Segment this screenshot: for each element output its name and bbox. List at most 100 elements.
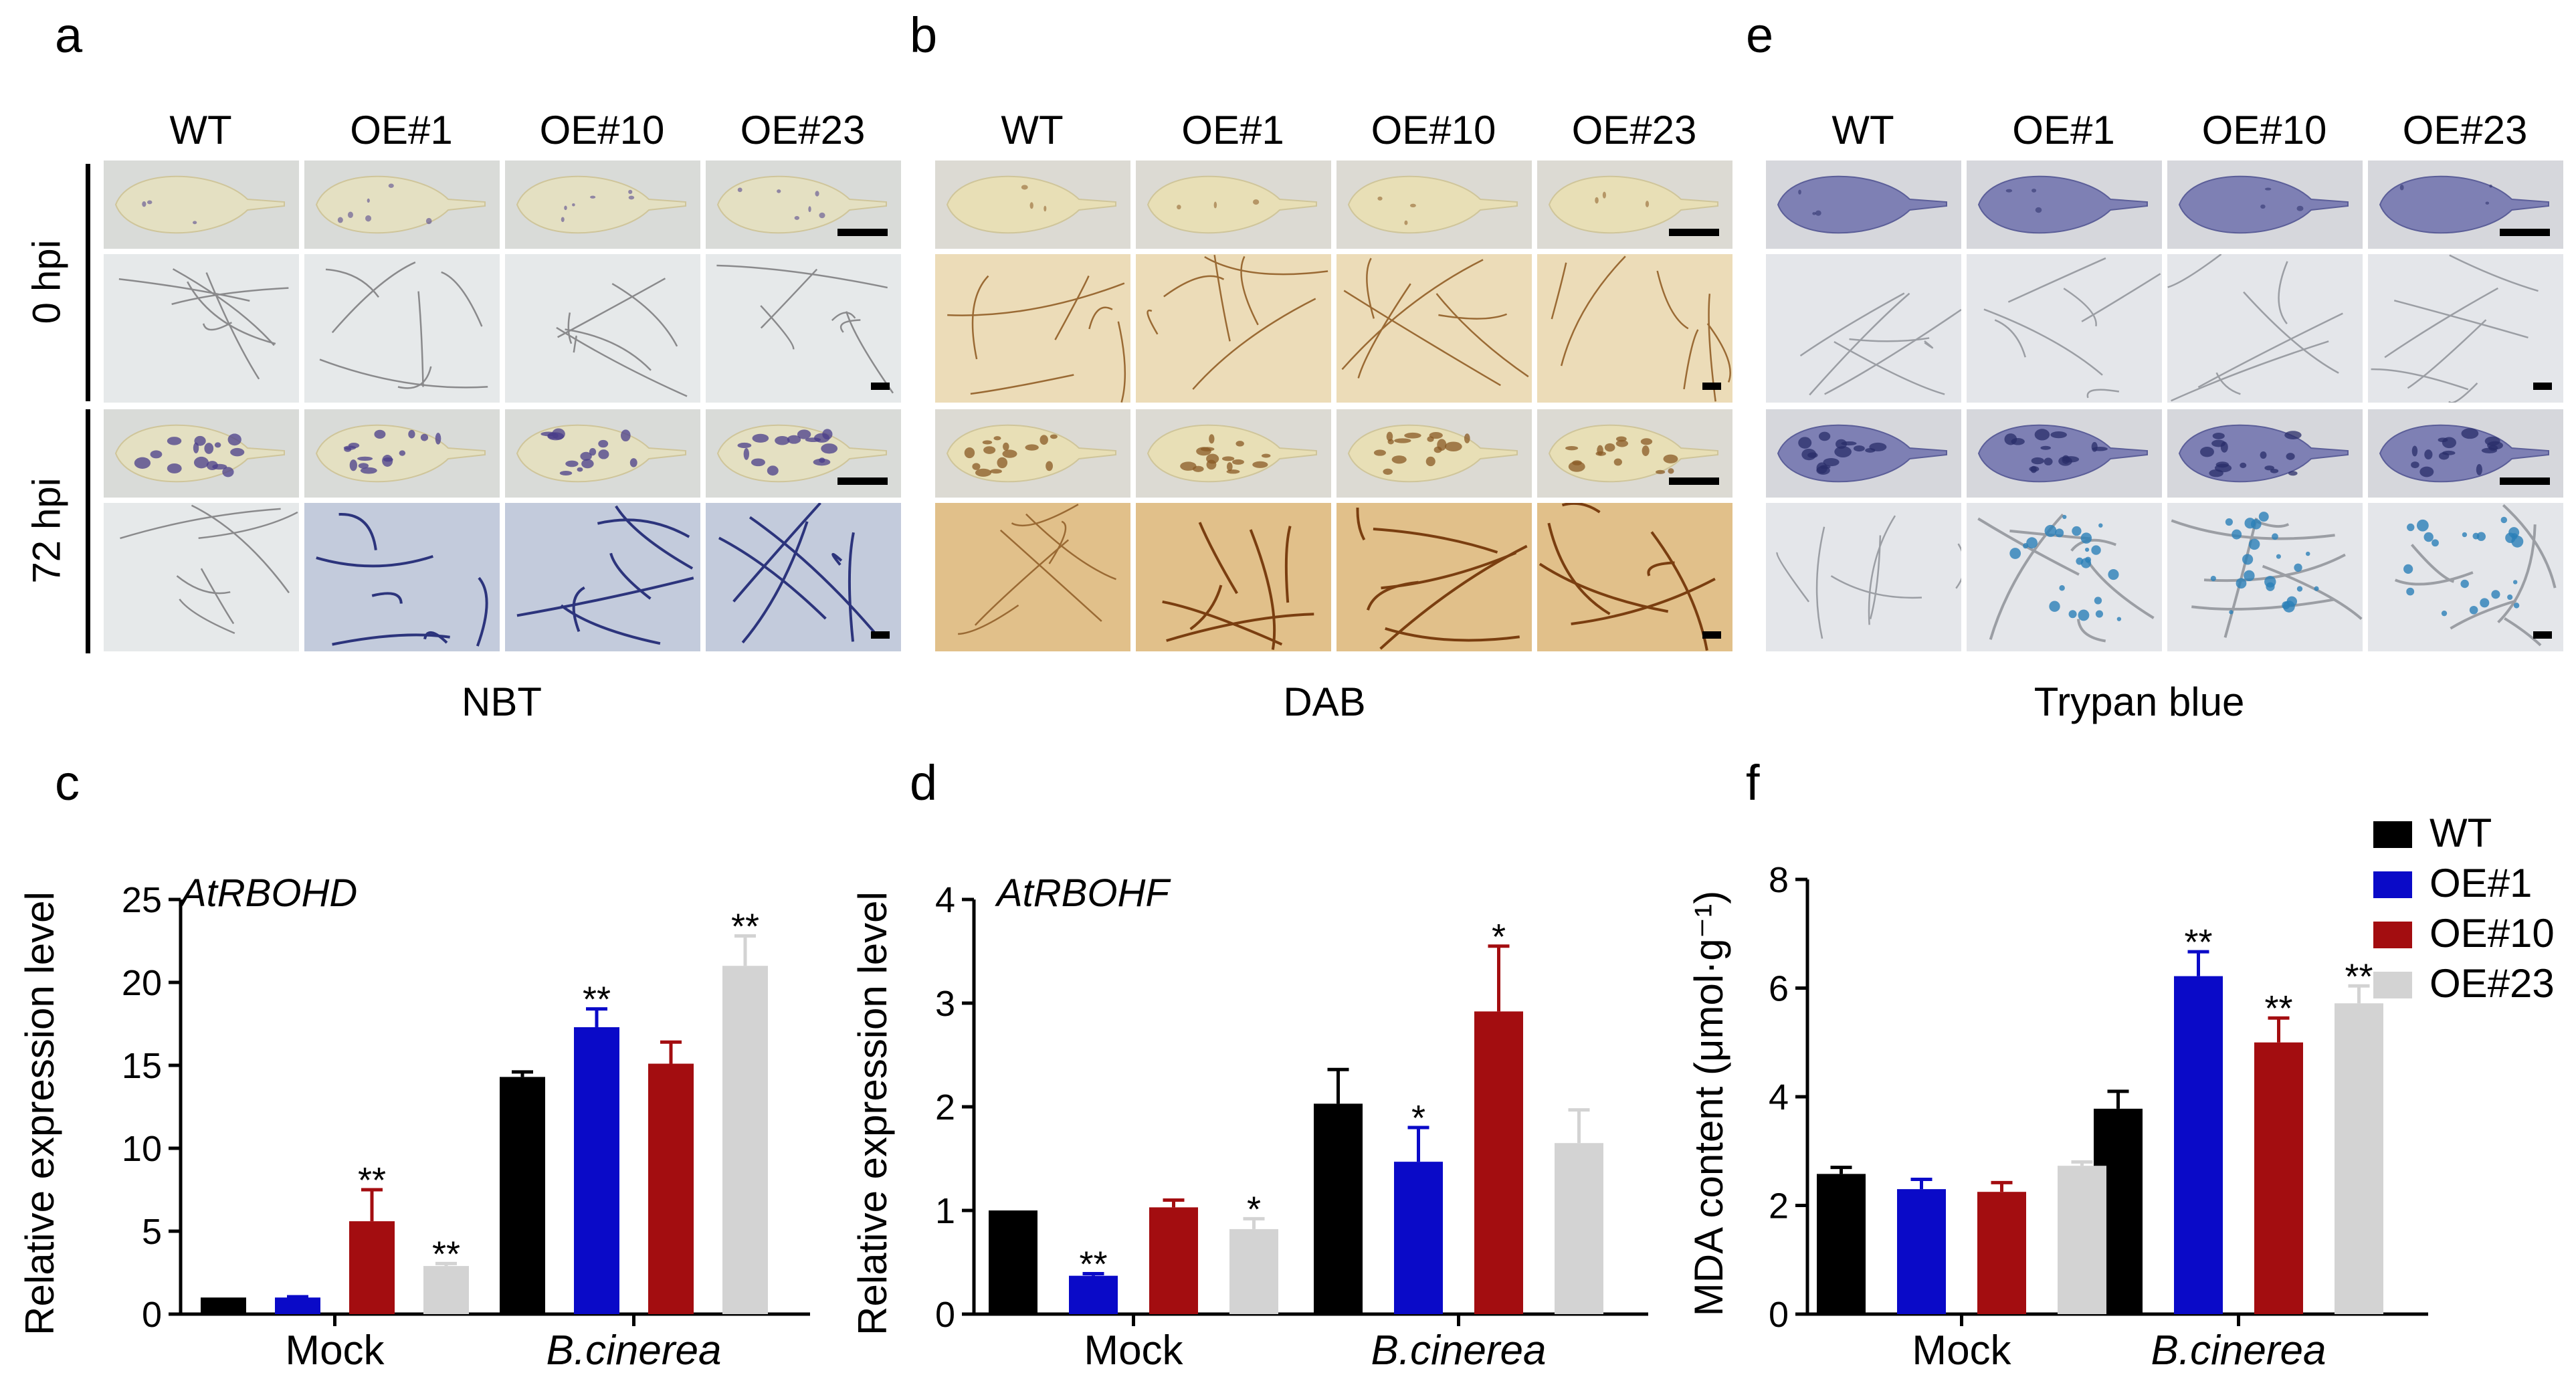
scale-bar (837, 229, 888, 236)
legend-swatch-OE#10 (2373, 922, 2412, 948)
legend-label: OE#23 (2430, 961, 2555, 1006)
micrograph-dab-3-1 (1537, 254, 1732, 403)
y-tick-label: 3 (935, 984, 955, 1024)
y-tick-label: 15 (122, 1046, 162, 1086)
bar-OE#23-0 (423, 1266, 469, 1314)
bar-OE#10-1 (2254, 1042, 2303, 1314)
column-header-a-1: OE#1 (350, 108, 453, 152)
y-tick-label: 0 (935, 1295, 955, 1335)
micrograph-dab-0-3 (935, 503, 1130, 651)
scale-bar (2533, 631, 2552, 639)
micrograph-tb-0-0 (1766, 161, 1961, 249)
x-category-label: Mock (285, 1327, 385, 1374)
bar-OE#23-0 (2058, 1166, 2106, 1314)
y-tick-label: 25 (122, 880, 162, 920)
y-tick-label: 5 (142, 1212, 162, 1252)
y-tick-label: 2 (935, 1087, 955, 1128)
micrograph-dab-1-1 (1136, 254, 1331, 403)
micrograph-dab-1-2 (1136, 409, 1331, 498)
column-header-e-2: OE#10 (2201, 108, 2327, 152)
column-header-a-2: OE#10 (539, 108, 665, 152)
column-header-a-0: WT (169, 108, 232, 152)
micrograph-nbt-2-2 (505, 409, 700, 498)
y-tick-label: 2 (1769, 1186, 1789, 1227)
bar-OE#23-1 (1555, 1143, 1603, 1314)
y-tick-label: 0 (1769, 1295, 1789, 1335)
panel-letter-e: e (1746, 7, 1774, 63)
panel-letter-c: c (55, 755, 80, 811)
micrograph-tb-1-1 (1967, 254, 2162, 403)
y-tick-label: 4 (1769, 1077, 1789, 1117)
micrograph-nbt-0-0 (104, 161, 299, 249)
micrograph-tb-2-1 (2167, 254, 2363, 403)
significance-mark: * (1492, 917, 1506, 957)
bar-OE#23-1 (722, 966, 768, 1314)
micrograph-nbt-1-2 (304, 409, 500, 498)
micrograph-nbt-1-3 (304, 503, 500, 651)
micrograph-nbt-0-1 (104, 254, 299, 403)
micrograph-nbt-3-3 (706, 503, 901, 651)
stain-label-nbt: NBT (462, 679, 542, 724)
micrograph-dab-1-3 (1136, 503, 1331, 651)
bar-OE#1-0 (1897, 1189, 1946, 1314)
micrograph-nbt-1-1 (304, 254, 500, 403)
bar-WT-0 (201, 1297, 246, 1314)
scale-bar (1669, 229, 1719, 236)
bar-OE#1-1 (2174, 976, 2223, 1314)
y-tick-label: 20 (122, 963, 162, 1003)
micrograph-nbt-0-3 (104, 503, 299, 651)
panel-letter-b: b (910, 7, 938, 63)
micrograph-tb-0-3 (1766, 503, 1961, 651)
micrograph-tb-0-2 (1766, 409, 1961, 498)
micrograph-tb-1-3 (1967, 503, 2162, 651)
stain-label-dab: DAB (1283, 679, 1366, 724)
micrograph-dab-2-0 (1336, 161, 1532, 249)
significance-mark: ** (358, 1160, 386, 1200)
significance-mark: * (1247, 1189, 1261, 1229)
scale-bar (871, 631, 890, 639)
bar-OE#23-0 (1229, 1229, 1278, 1314)
significance-mark: * (1411, 1098, 1425, 1138)
bar-OE#23-1 (2335, 1003, 2383, 1314)
micrograph-nbt-2-3 (505, 503, 700, 651)
micrograph-nbt-0-2 (104, 409, 299, 498)
significance-mark: ** (2345, 956, 2373, 996)
x-category-label: B.cinerea (2151, 1327, 2326, 1374)
scale-bar (2500, 229, 2550, 236)
column-header-e-0: WT (1831, 108, 1894, 152)
bar-OE#1-0 (1069, 1275, 1118, 1314)
micrograph-tb-2-3 (2167, 503, 2363, 651)
significance-mark: ** (2184, 922, 2212, 962)
column-header-e-1: OE#1 (2012, 108, 2115, 152)
scale-bar (2500, 477, 2550, 485)
significance-mark: ** (583, 980, 611, 1020)
x-category-label: Mock (1084, 1327, 1183, 1374)
column-header-b-1: OE#1 (1181, 108, 1284, 152)
panel-letter-f: f (1746, 755, 1760, 811)
panel-letter-a: a (55, 7, 83, 63)
legend-swatch-OE#1 (2373, 871, 2412, 898)
micrograph-dab-1-0 (1136, 161, 1331, 249)
y-tick-label: 4 (935, 880, 955, 920)
legend-label: WT (2430, 811, 2492, 855)
stain-label-trypan: Trypan blue (2034, 679, 2245, 724)
bar-OE#10-0 (1149, 1207, 1198, 1314)
micrograph-dab-2-3 (1336, 503, 1532, 651)
bar-OE#1-1 (1394, 1162, 1443, 1314)
x-category-label: B.cinerea (547, 1327, 722, 1374)
column-header-b-2: OE#10 (1371, 108, 1496, 152)
micrograph-tb-2-2 (2167, 409, 2363, 498)
x-category-label: B.cinerea (1371, 1327, 1547, 1374)
scale-bar (2533, 383, 2552, 390)
scale-bar (871, 383, 890, 390)
legend-label: OE#10 (2430, 911, 2555, 956)
bar-WT-1 (1314, 1103, 1363, 1314)
scale-bar (1702, 383, 1721, 390)
micrograph-tb-1-2 (1967, 409, 2162, 498)
legend-swatch-WT (2373, 821, 2412, 848)
row-bracket-72hpi (86, 409, 90, 653)
micrograph-dab-2-2 (1336, 409, 1532, 498)
panel-letter-d: d (910, 755, 938, 811)
y-axis-label: Relative expression level (17, 891, 62, 1336)
